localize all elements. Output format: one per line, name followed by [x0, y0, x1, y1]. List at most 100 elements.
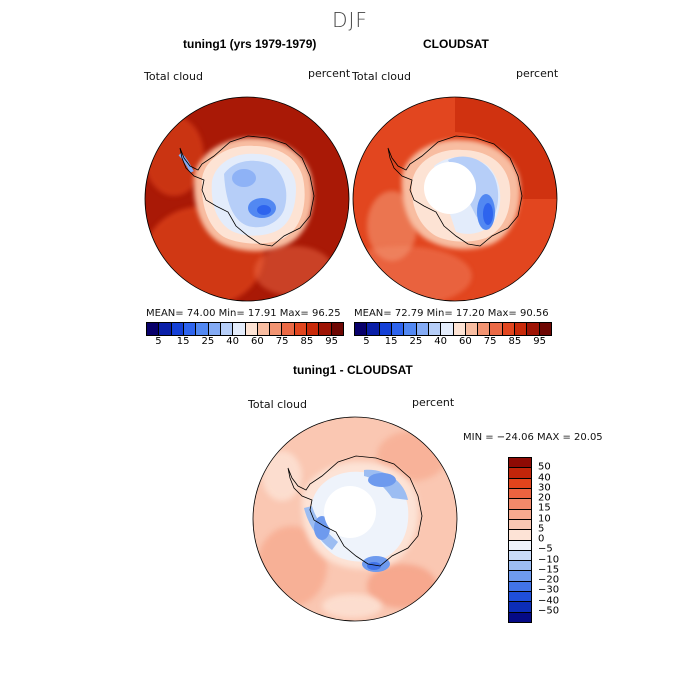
right-stats: MEAN= 72.79 Min= 17.20 Max= 90.56 — [354, 308, 549, 319]
colorbar-tick-label: 10 — [538, 513, 551, 524]
colorbar-swatch — [509, 602, 531, 613]
colorbar-swatch — [257, 323, 271, 335]
colorbar-tick-label: 15 — [538, 502, 551, 514]
diff-variable-label: Total cloud — [248, 398, 307, 411]
colorbar-swatch — [159, 323, 172, 335]
diff-polar-map — [252, 416, 458, 622]
colorbar-swatch — [509, 488, 531, 500]
colorbar-tick-label: 40 — [226, 336, 239, 347]
right-variable-label: Total cloud — [352, 70, 411, 83]
colorbar-swatch — [319, 323, 332, 335]
colorbar-swatch — [391, 323, 405, 335]
colorbar-swatch — [196, 323, 209, 335]
colorbar-swatch — [354, 323, 368, 335]
colorbar-tick-label: −30 — [538, 584, 560, 596]
colorbar-tick-label: 15 — [176, 336, 190, 347]
colorbar-swatch — [171, 323, 184, 335]
colorbar-tick-label: 85 — [300, 336, 314, 347]
colorbar-swatch — [379, 323, 392, 335]
right-colorbar — [354, 322, 552, 336]
colorbar-swatch — [515, 323, 528, 335]
season-title: DJF — [332, 8, 368, 32]
colorbar-swatch — [527, 323, 540, 335]
colorbar-tick-label: 20 — [538, 492, 551, 504]
colorbar-swatch — [509, 478, 531, 489]
colorbar-tick-label: 95 — [533, 336, 546, 347]
left-polar-map — [144, 96, 350, 302]
colorbar-swatch — [509, 581, 531, 593]
colorbar-swatch — [509, 530, 531, 541]
colorbar-tick-label: −5 — [538, 543, 553, 555]
colorbar-tick-label: 40 — [538, 472, 551, 483]
colorbar-swatch — [509, 468, 531, 479]
colorbar-tick-label: 50 — [538, 461, 551, 473]
colorbar-tick-label: 75 — [483, 336, 497, 347]
colorbar-swatch — [509, 540, 531, 551]
colorbar-tick-label: 85 — [508, 336, 522, 347]
diff-units-label: percent — [412, 396, 455, 409]
colorbar-swatch — [509, 592, 531, 603]
colorbar-tick-label: 25 — [201, 336, 215, 347]
left-stats: MEAN= 74.00 Min= 17.91 Max= 96.25 — [146, 308, 341, 319]
colorbar-swatch — [509, 499, 531, 510]
colorbar-swatch — [453, 323, 466, 335]
colorbar-tick-label: 0 — [538, 533, 545, 545]
colorbar-swatch — [478, 323, 491, 335]
colorbar-tick-label: 95 — [325, 336, 338, 347]
diff-panel-title: tuning1 - CLOUDSAT — [293, 363, 413, 377]
colorbar-tick-label: −20 — [538, 574, 560, 586]
colorbar-tick-label: −40 — [538, 595, 560, 606]
colorbar-tick-label: 40 — [434, 336, 447, 347]
colorbar-swatch — [509, 612, 531, 622]
colorbar-tick-label: 15 — [384, 336, 398, 347]
left-panel-title: tuning1 (yrs 1979-1979) — [183, 37, 317, 51]
colorbar-tick-label: 5 — [538, 523, 545, 535]
left-colorbar-ticks: 5 15 25 40 60 75 85 95 — [146, 336, 344, 350]
colorbar-tick-label: 5 — [363, 336, 370, 347]
colorbar-swatch — [490, 323, 503, 335]
colorbar-tick-label: 30 — [538, 482, 551, 494]
colorbar-tick-label: 25 — [409, 336, 423, 347]
colorbar-swatch — [509, 550, 531, 562]
colorbar-swatch — [539, 323, 552, 335]
left-variable-label: Total cloud — [144, 70, 203, 83]
diff-colorbar — [508, 457, 532, 623]
right-polar-map — [352, 96, 558, 302]
colorbar-swatch — [367, 323, 380, 335]
colorbar-swatch — [441, 323, 454, 335]
diff-stats: MIN = −24.06 MAX = 20.05 — [463, 432, 603, 443]
diff-colorbar-ticks: 50 40 30 20 15 10 5 0 −5 −10 −15 −20 −30 −40 −50 — [538, 457, 578, 621]
right-panel-title: CLOUDSAT — [423, 37, 489, 51]
colorbar-swatch — [509, 561, 531, 572]
colorbar-swatch — [233, 323, 246, 335]
right-colorbar-ticks: 5 15 25 40 60 75 85 95 — [354, 336, 552, 350]
colorbar-swatch — [331, 323, 344, 335]
colorbar-swatch — [404, 323, 417, 335]
colorbar-swatch — [465, 323, 479, 335]
colorbar-swatch — [183, 323, 197, 335]
colorbar-swatch — [416, 323, 429, 335]
colorbar-swatch — [208, 323, 221, 335]
right-units-label: percent — [516, 67, 559, 80]
colorbar-swatch — [294, 323, 308, 335]
colorbar-swatch — [502, 323, 516, 335]
colorbar-swatch — [509, 458, 531, 469]
colorbar-swatch — [220, 323, 234, 335]
colorbar-swatch — [307, 323, 320, 335]
colorbar-tick-label: 60 — [251, 336, 264, 347]
colorbar-swatch — [282, 323, 295, 335]
colorbar-swatch — [509, 509, 531, 520]
colorbar-tick-label: 5 — [155, 336, 162, 347]
colorbar-swatch — [270, 323, 283, 335]
left-colorbar — [146, 322, 344, 336]
colorbar-tick-label: 60 — [459, 336, 472, 347]
colorbar-swatch — [146, 323, 160, 335]
left-units-label: percent — [308, 67, 351, 80]
colorbar-tick-label: −10 — [538, 554, 560, 565]
colorbar-swatch — [245, 323, 258, 335]
colorbar-swatch — [428, 323, 442, 335]
colorbar-swatch — [509, 571, 531, 582]
colorbar-swatch — [509, 519, 531, 531]
colorbar-tick-label: 75 — [275, 336, 289, 347]
colorbar-tick-label: −15 — [538, 564, 560, 576]
